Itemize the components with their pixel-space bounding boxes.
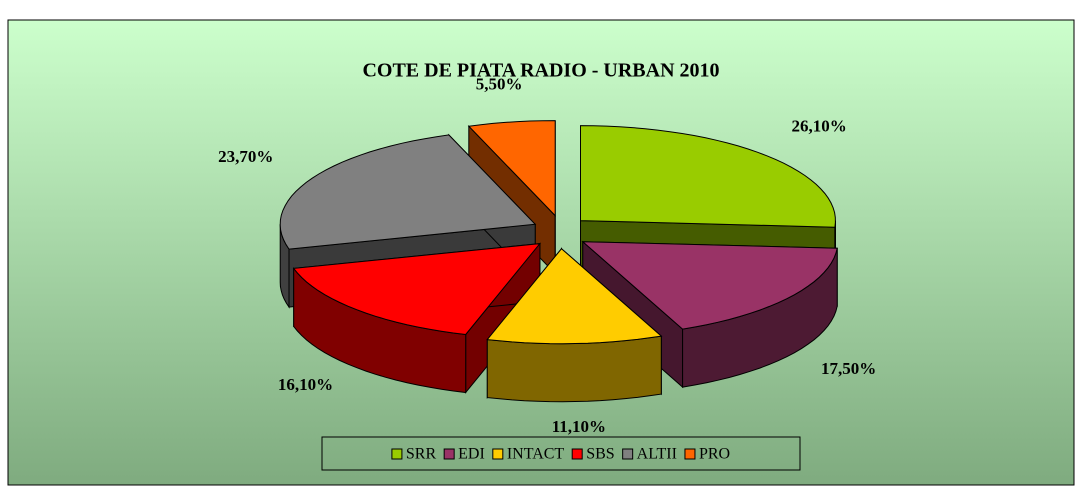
legend-swatch	[391, 448, 403, 460]
slice	[486, 247, 663, 403]
legend-swatch	[443, 448, 455, 460]
legend-label: SBS	[586, 446, 614, 463]
slice-top	[292, 242, 542, 336]
legend-swatch	[622, 448, 634, 460]
slice-top	[580, 125, 836, 228]
data-label: 11,10%	[552, 417, 606, 436]
slice-top	[581, 241, 838, 330]
slice-wall	[486, 335, 662, 403]
slice-top	[279, 134, 537, 250]
data-label: 16,10%	[278, 375, 333, 394]
legend-label: PRO	[699, 446, 730, 463]
legend	[321, 436, 801, 471]
legend-label: SRR	[406, 446, 437, 463]
slice-top	[467, 120, 556, 217]
data-label: 23,70%	[218, 147, 273, 166]
legend-label: EDI	[458, 446, 485, 463]
legend-swatch	[571, 448, 583, 460]
pie	[279, 120, 838, 403]
slice-top	[486, 247, 663, 345]
data-label: 5,50%	[476, 75, 523, 94]
data-label: 26,10%	[791, 117, 846, 136]
legend-swatch	[492, 448, 504, 460]
legend-label: ALTII	[637, 446, 677, 463]
legend-swatch	[684, 448, 696, 460]
chart-title: COTE DE PIATA RADIO - URBAN 2010	[362, 60, 719, 82]
legend-label: INTACT	[507, 446, 565, 463]
data-label: 17,50%	[821, 359, 876, 378]
slice	[292, 242, 542, 394]
